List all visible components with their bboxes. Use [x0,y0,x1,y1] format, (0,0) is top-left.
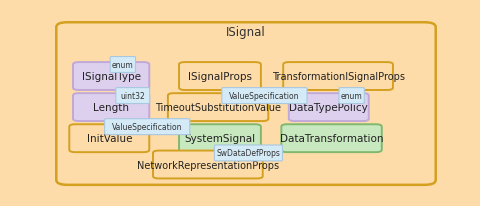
FancyBboxPatch shape [281,125,382,152]
Text: TimeoutSubstitutionValue: TimeoutSubstitutionValue [155,103,281,112]
FancyBboxPatch shape [215,145,282,161]
Text: ISignal: ISignal [226,26,266,39]
Text: DataTypePolicy: DataTypePolicy [289,103,368,112]
Text: ValueSpecification: ValueSpecification [229,92,300,101]
FancyBboxPatch shape [339,88,364,104]
FancyBboxPatch shape [222,88,307,104]
Text: enum: enum [341,92,362,101]
FancyBboxPatch shape [69,125,149,152]
Text: InitValue: InitValue [86,133,132,144]
Text: ValueSpecification: ValueSpecification [112,123,182,131]
Text: SwDataDefProps: SwDataDefProps [216,149,280,158]
Text: NetworkRepresentationProps: NetworkRepresentationProps [137,160,279,170]
Text: DataTransformation: DataTransformation [280,133,384,144]
Text: ISignalProps: ISignalProps [188,72,252,82]
FancyBboxPatch shape [179,125,261,152]
FancyBboxPatch shape [168,94,268,122]
FancyBboxPatch shape [153,151,263,179]
Text: uint32: uint32 [120,92,145,101]
FancyBboxPatch shape [56,23,436,185]
FancyBboxPatch shape [289,94,369,122]
FancyBboxPatch shape [283,63,393,91]
FancyBboxPatch shape [73,94,149,122]
FancyBboxPatch shape [73,63,149,91]
Text: enum: enum [112,61,134,70]
Text: SystemSignal: SystemSignal [184,133,255,144]
Text: Length: Length [93,103,129,112]
FancyBboxPatch shape [105,119,190,135]
Text: TransformationISignalProps: TransformationISignalProps [272,72,405,82]
FancyBboxPatch shape [116,88,150,104]
FancyBboxPatch shape [179,63,261,91]
Text: ISignalType: ISignalType [82,72,141,82]
FancyBboxPatch shape [110,57,135,73]
